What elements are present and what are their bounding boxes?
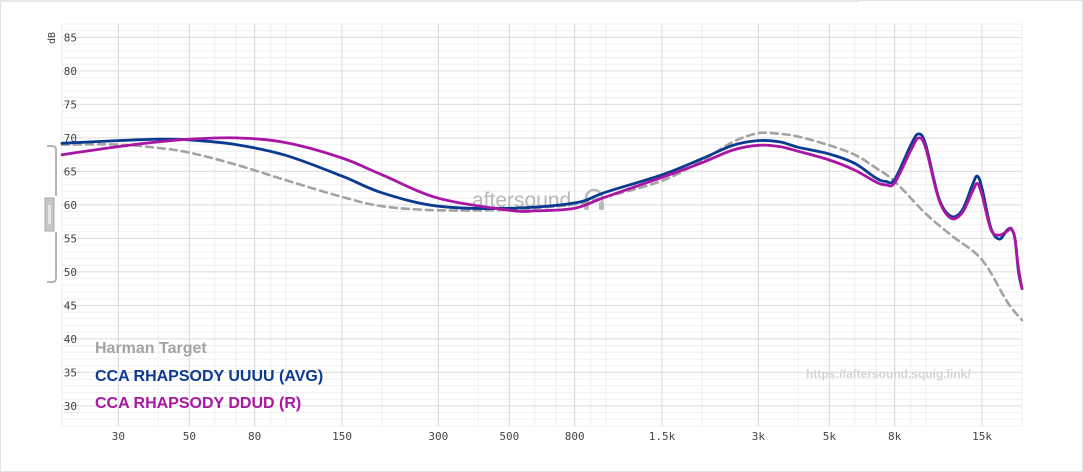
- volume-handle[interactable]: [44, 145, 57, 283]
- x-tick-label: 150: [332, 430, 352, 443]
- minor-gridlines: [61, 23, 1023, 427]
- legend-uuuu-avg[interactable]: CCA RHAPSODY UUUU (AVG): [95, 368, 323, 385]
- x-axis: 30 50 80 150 300 500 800 1.5k 3k 5k 8k 15k: [112, 430, 993, 443]
- legend-ddud-r[interactable]: CCA RHAPSODY DDUD (R): [95, 395, 301, 412]
- y-tick-label: 60: [64, 199, 77, 212]
- y-tick-label: 80: [64, 65, 77, 78]
- y-tick-label: 55: [64, 232, 77, 245]
- y-tick-label: 85: [64, 31, 77, 44]
- series-harman-target: [60, 131, 1024, 322]
- series-layer: [60, 131, 1024, 322]
- watermark-url: https://aftersound.squig.link/: [806, 367, 971, 381]
- y-tick-label: 50: [64, 266, 77, 279]
- y-axis-unit: dB: [47, 32, 58, 44]
- x-tick-label: 3k: [752, 430, 766, 443]
- series-ddud-r: [60, 136, 1024, 290]
- x-tick-label: 15k: [972, 430, 992, 443]
- y-tick-label: 75: [64, 98, 77, 111]
- x-tick-label: 500: [499, 430, 519, 443]
- x-tick-label: 800: [565, 430, 585, 443]
- y-tick-label: 45: [64, 299, 77, 312]
- y-tick-label: 30: [64, 400, 77, 413]
- legend: Harman Target CCA RHAPSODY UUUU (AVG) CC…: [95, 340, 323, 412]
- x-tick-label: 80: [248, 430, 261, 443]
- x-tick-label: 8k: [888, 430, 902, 443]
- x-tick-label: 1.5k: [649, 430, 676, 443]
- top-divider: [0, 0, 860, 2]
- x-tick-label: 300: [428, 430, 448, 443]
- major-gridlines: [62, 24, 1022, 426]
- x-tick-label: 5k: [823, 430, 837, 443]
- y-tick-label: 35: [64, 366, 77, 379]
- x-tick-label: 30: [112, 430, 125, 443]
- x-tick-label: 50: [183, 430, 196, 443]
- y-tick-label: 65: [64, 165, 77, 178]
- legend-harman-target[interactable]: Harman Target: [95, 340, 207, 357]
- y-tick-label: 40: [64, 333, 77, 346]
